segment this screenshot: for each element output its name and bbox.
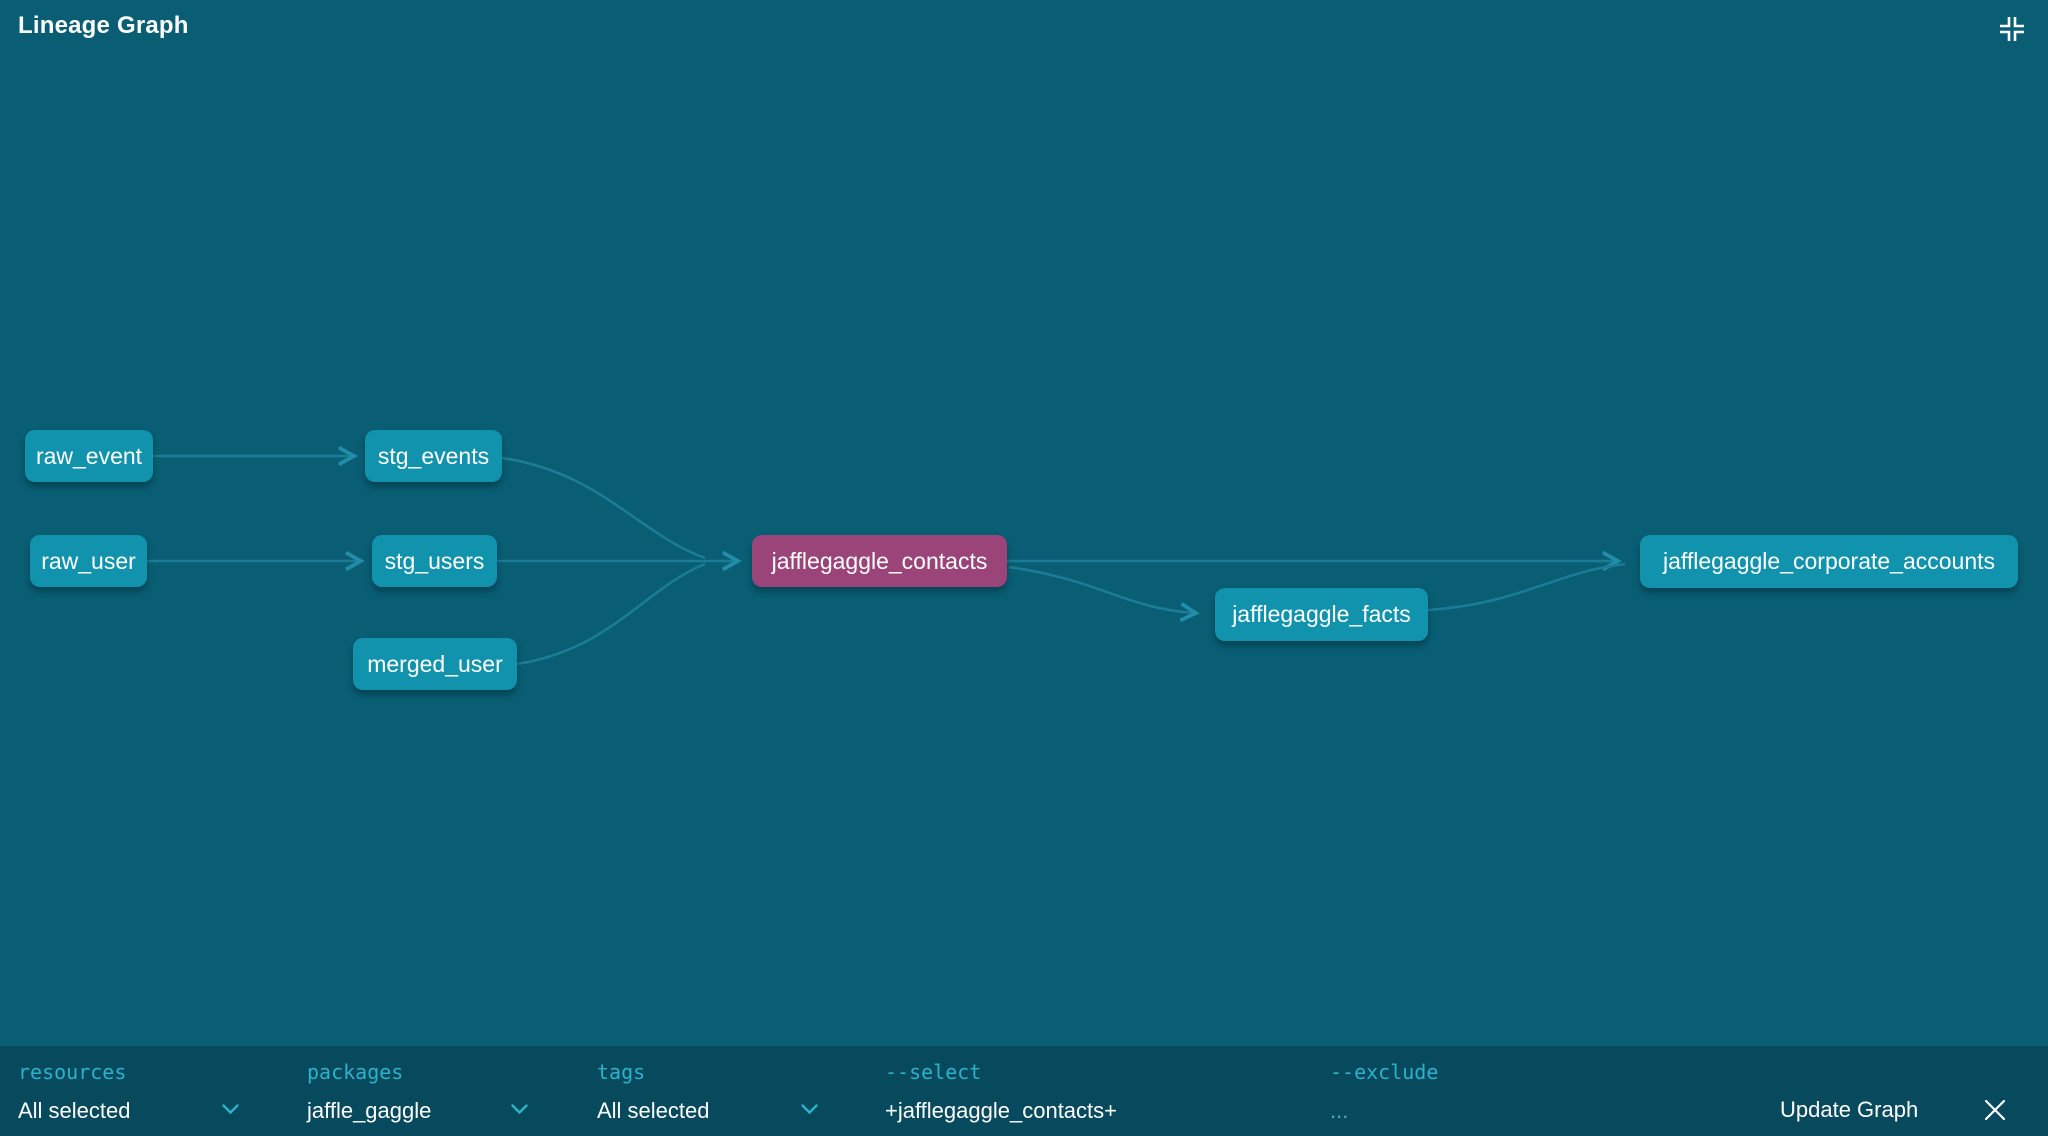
node-stg_events[interactable]: stg_events [365,430,502,482]
select-filter-label: --select [885,1060,982,1084]
graph-header: Lineage Graph [0,0,2048,64]
resources-filter-label: resources [18,1060,127,1084]
resources-filter-value: All selected [18,1098,131,1123]
node-stg_users[interactable]: stg_users [372,535,497,587]
chevron-down-icon [801,1102,818,1120]
select-filter-field[interactable]: --select +jafflegaggle_contacts+ [885,1046,1285,1136]
node-raw_event[interactable]: raw_event [25,430,153,482]
exclude-filter-field[interactable]: --exclude ... [1330,1046,1630,1136]
packages-filter-value: jaffle_gaggle [307,1098,432,1123]
minimize-icon [1997,14,2027,47]
node-raw_user[interactable]: raw_user [30,535,147,587]
chevron-down-icon [511,1102,528,1120]
lineage-edges [147,0,1626,666]
node-jafflegaggle_corporate_accounts[interactable]: jafflegaggle_corporate_accounts [1640,535,2018,588]
resources-filter-dropdown[interactable]: resources All selected [18,1046,248,1136]
update-graph-button[interactable]: Update Graph [1780,1092,1918,1128]
tags-filter-value: All selected [597,1098,710,1123]
exclude-filter-label: --exclude [1330,1060,1439,1084]
page-title: Lineage Graph [18,12,189,39]
tags-filter-dropdown[interactable]: tags All selected [597,1046,827,1136]
node-jafflegaggle_facts[interactable]: jafflegaggle_facts [1215,588,1428,641]
close-graph-controls-button[interactable] [1978,1094,2012,1128]
chevron-down-icon [222,1102,239,1120]
close-icon [1982,1097,2008,1126]
tags-filter-label: tags [597,1060,646,1084]
packages-filter-dropdown[interactable]: packages jaffle_gaggle [307,1046,537,1136]
node-jafflegaggle_contacts[interactable]: jafflegaggle_contacts [752,535,1007,587]
select-filter-value[interactable]: +jafflegaggle_contacts+ [885,1098,1117,1123]
packages-filter-label: packages [307,1060,404,1084]
collapse-graph-button[interactable] [1994,12,2030,48]
node-merged_user[interactable]: merged_user [353,638,517,690]
graph-controls-bar: resources All selected packages jaffle_g… [0,1046,2048,1136]
exclude-filter-value[interactable]: ... [1330,1098,1349,1123]
